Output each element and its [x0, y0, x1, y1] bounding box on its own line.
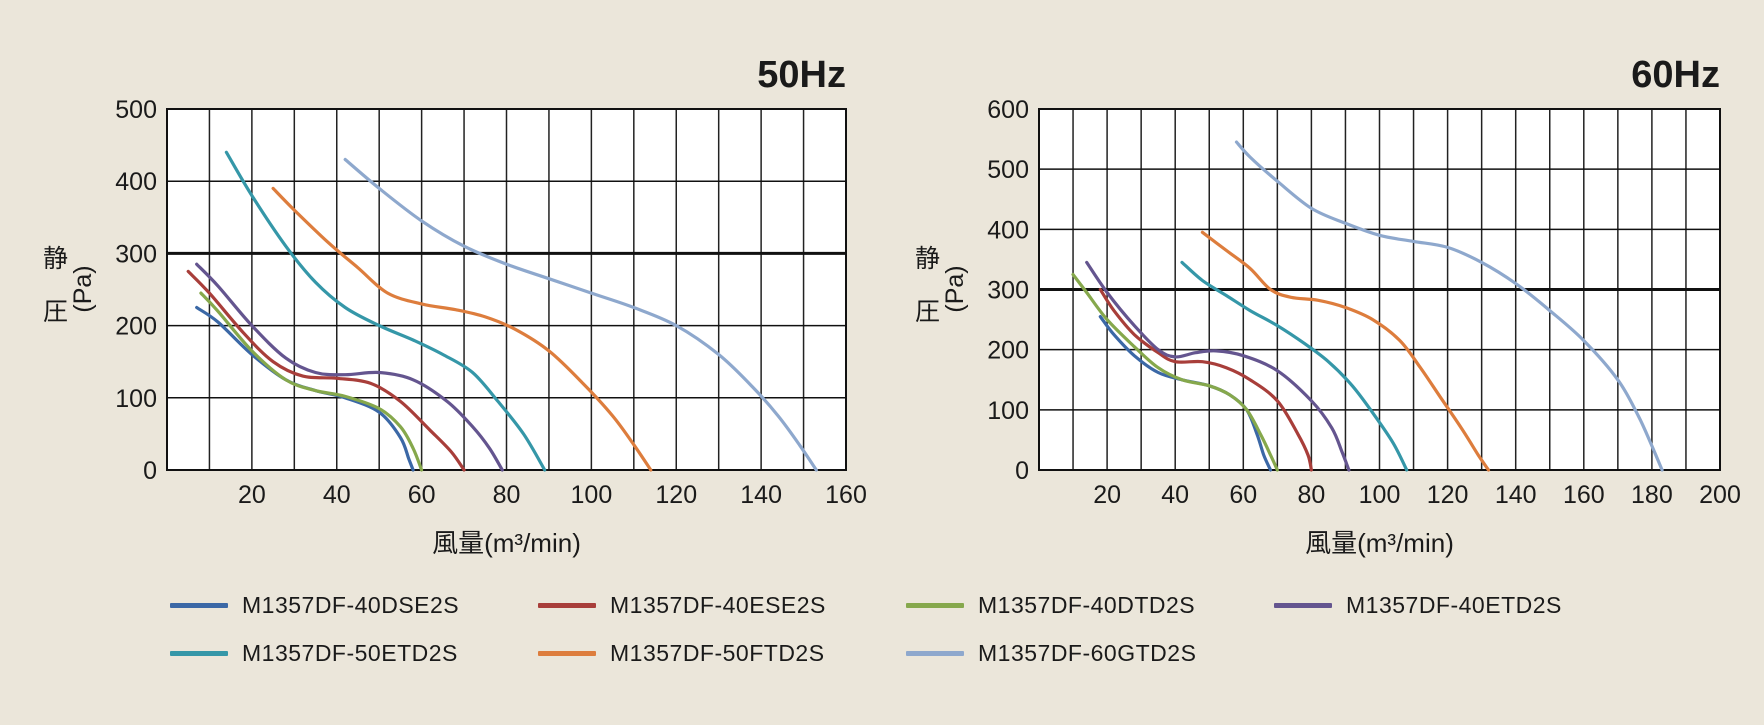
series-line	[1200, 230, 1491, 472]
x-tick-label: 60	[1229, 481, 1257, 509]
series-line	[224, 150, 547, 472]
legend-swatch	[170, 650, 228, 656]
x-tick-label: 80	[493, 481, 521, 509]
series-line	[195, 262, 504, 472]
y-tick-label: 200	[987, 337, 1029, 365]
x-tick-label: 140	[740, 481, 782, 509]
y-tick-label: 400	[115, 168, 157, 196]
chart-1: 0 100 200 300 400 500 600 20 40 60 80 100 120 140 160 1…	[915, 54, 1741, 558]
legend-swatch	[538, 602, 596, 608]
y-axis-label-char: 静	[915, 245, 940, 273]
x-tick-label: 140	[1495, 481, 1537, 509]
legend-swatch	[538, 650, 596, 656]
series-line	[1234, 140, 1664, 472]
plot-frame	[166, 108, 847, 471]
y-tick-label: 100	[987, 397, 1029, 425]
series-line	[1098, 287, 1313, 472]
y-tick-label: 200	[115, 313, 157, 341]
x-tick-label: 20	[1093, 481, 1121, 509]
y-axis-label-char: 圧	[43, 298, 68, 326]
y-tick-label: 0	[1015, 457, 1029, 485]
series-line	[199, 291, 424, 472]
x-tick-label: 120	[655, 481, 697, 509]
legend-label: M1357DF-60GTD2S	[978, 639, 1197, 666]
y-tick-label: 300	[987, 277, 1029, 305]
y-axis-unit-label: (Pa)	[941, 265, 969, 312]
series-line	[1071, 272, 1279, 472]
x-tick-label: 120	[1427, 481, 1469, 509]
x-tick-label: 40	[1161, 481, 1189, 509]
y-axis-unit-label: (Pa)	[69, 265, 97, 312]
y-axis-label-char: 静	[43, 245, 68, 273]
legend-label: M1357DF-40ESE2S	[610, 591, 826, 618]
legend-swatch	[1274, 602, 1332, 608]
y-tick-label: 400	[987, 216, 1029, 244]
series-line	[271, 186, 653, 472]
chart-title: 50Hz	[757, 54, 846, 96]
legend-item: M1357DF-50ETD2S	[170, 640, 538, 666]
y-tick-label: 500	[987, 156, 1029, 184]
y-tick-label: 100	[115, 385, 157, 413]
legend-swatch	[906, 602, 964, 608]
x-tick-label: 20	[238, 481, 266, 509]
plot-frame	[1038, 108, 1721, 471]
legend-label: M1357DF-50FTD2S	[610, 639, 825, 666]
x-tick-label: 60	[408, 481, 436, 509]
x-tick-label: 40	[323, 481, 351, 509]
x-tick-label: 80	[1297, 481, 1325, 509]
legend-label: M1357DF-50ETD2S	[242, 639, 458, 666]
legend-label: M1357DF-40ETD2S	[1346, 591, 1562, 618]
x-tick-label: 100	[571, 481, 613, 509]
series-group	[186, 150, 818, 472]
legend-label: M1357DF-40DSE2S	[242, 591, 460, 618]
x-axis-label: 風量(m³/min)	[432, 528, 581, 558]
x-tick-label: 160	[1563, 481, 1605, 509]
y-tick-label: 0	[143, 457, 157, 485]
x-tick-label: 100	[1359, 481, 1401, 509]
legend-item: M1357DF-60GTD2S	[906, 640, 1274, 666]
x-tick-label: 200	[1699, 481, 1741, 509]
legend-label: M1357DF-40DTD2S	[978, 591, 1196, 618]
y-axis-label-char: 圧	[915, 298, 940, 326]
y-tick-label: 500	[115, 96, 157, 124]
series-group	[1071, 140, 1664, 472]
chart-0: 0 100 200 300 400 500 20 40 60 80 100 120 140 160 50Hz…	[43, 54, 867, 558]
legend-item: M1357DF-40ESE2S	[538, 592, 906, 618]
chart-title: 60Hz	[1631, 54, 1720, 96]
y-tick-label: 600	[987, 96, 1029, 124]
series-line	[343, 157, 818, 472]
legend-item: M1357DF-40DTD2S	[906, 592, 1274, 618]
x-tick-label: 180	[1631, 481, 1673, 509]
legend-item: M1357DF-50FTD2S	[538, 640, 906, 666]
series-line	[186, 269, 466, 472]
legend-item: M1357DF-40ETD2S	[1274, 592, 1642, 618]
legend-swatch	[170, 602, 228, 608]
chart-legend: M1357DF-40DSE2S M1357DF-40ESE2S M1357DF-…	[170, 592, 1570, 666]
legend-swatch	[906, 650, 964, 656]
x-axis-label: 風量(m³/min)	[1305, 528, 1454, 558]
series-line	[1085, 260, 1351, 472]
series-line	[1180, 260, 1409, 472]
y-tick-label: 300	[115, 240, 157, 268]
x-tick-label: 160	[825, 481, 867, 509]
legend-item: M1357DF-40DSE2S	[170, 592, 538, 618]
